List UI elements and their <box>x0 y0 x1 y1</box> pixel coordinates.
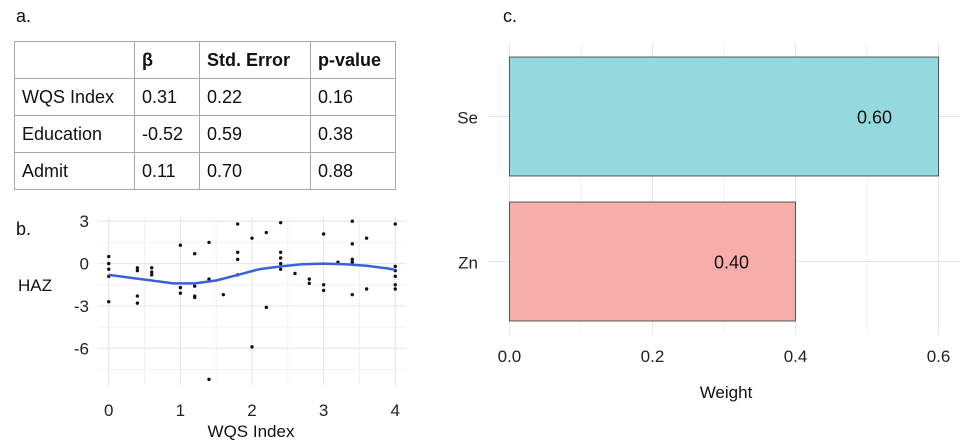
scatter-point <box>178 243 183 247</box>
scatter-point <box>235 250 240 254</box>
scatter-point <box>192 284 197 288</box>
table-cell: 0.31 <box>134 78 200 116</box>
bar-zn <box>508 201 797 322</box>
scatter-point <box>278 220 283 225</box>
bar-se <box>508 56 940 177</box>
scatter-point <box>278 250 283 254</box>
scatter-point <box>221 292 226 297</box>
scatter-point <box>207 240 211 245</box>
table-cell: -0.52 <box>134 115 200 153</box>
haz-smooth-line <box>108 262 396 285</box>
table-cell: 0.59 <box>199 115 311 153</box>
scatter-point <box>307 277 312 281</box>
scatter-point <box>135 294 140 298</box>
scatter-point <box>264 230 269 235</box>
scatter-point <box>135 266 140 270</box>
scatter-point <box>207 377 211 382</box>
table-cell: WQS Index <box>14 78 135 116</box>
x-tick-label: 3 <box>319 401 328 420</box>
x-tick-label: 0.4 <box>784 347 808 366</box>
haz-y-axis-label: HAZ <box>18 276 52 295</box>
bar-value-label: 0.40 <box>714 253 749 273</box>
scatter-point <box>393 264 397 269</box>
y-tick-label: -3 <box>74 297 89 316</box>
y-category-label: Zn <box>458 254 478 273</box>
table-row: Education -0.52 0.59 0.38 <box>14 115 396 153</box>
scatter-point <box>350 292 354 297</box>
scatter-point <box>278 261 283 266</box>
scatter-point <box>150 266 154 270</box>
scatter-point <box>107 261 111 266</box>
scatter-point <box>135 268 140 273</box>
scatter-point <box>350 257 354 262</box>
scatter-point <box>192 295 197 300</box>
table-cell: 0.38 <box>310 115 396 153</box>
scatter-point <box>264 305 269 310</box>
scatter-point <box>178 291 183 295</box>
x-tick-label: 0.2 <box>641 347 665 366</box>
scatter-point <box>321 232 326 236</box>
scatter-point <box>278 256 283 260</box>
scatter-point <box>235 222 240 226</box>
table-header-cell: p-value <box>310 41 396 79</box>
scatter-point <box>307 281 312 286</box>
scatter-point <box>107 254 111 259</box>
scatter-point <box>235 257 240 262</box>
table-cell: 0.88 <box>310 152 396 190</box>
haz-x-axis-label: WQS Index <box>208 422 295 441</box>
x-tick-label: 0.6 <box>927 347 951 366</box>
scatter-point <box>293 271 297 276</box>
scatter-point <box>278 267 283 271</box>
scatter-point <box>350 260 354 264</box>
y-tick-label: 3 <box>80 212 89 231</box>
haz-scatter-chart: 0 1 2 3 4 3 0 -3 -6 HAZ WQS Index <box>18 212 406 441</box>
scatter-point <box>150 270 154 274</box>
table-row: Admit 0.11 0.70 0.88 <box>14 152 396 190</box>
weight-x-axis-label: Weight <box>700 383 753 402</box>
scatter-point <box>393 222 397 226</box>
scatter-point <box>107 267 111 271</box>
scatter-point <box>250 345 254 349</box>
x-tick-label: 1 <box>176 401 185 420</box>
table-header-row: β Std. Error p-value <box>14 41 396 79</box>
table-cell: 0.11 <box>134 152 200 190</box>
scatter-point <box>393 287 397 291</box>
scatter-point <box>192 252 197 256</box>
panel-label-b: b. <box>16 219 32 239</box>
scatter-point <box>350 219 354 223</box>
x-tick-label: 2 <box>247 401 256 420</box>
y-tick-label: -6 <box>74 339 89 358</box>
x-tick-label: 0 <box>104 401 113 420</box>
panel-label-c: c. <box>503 6 518 26</box>
scatter-point <box>107 300 111 304</box>
regression-table: β Std. Error p-value WQS Index 0.31 0.22… <box>14 41 396 190</box>
y-tick-label: 0 <box>80 255 89 274</box>
scatter-point <box>207 277 211 281</box>
scatter-point <box>135 301 140 305</box>
scatter-point <box>393 283 397 287</box>
scatter-point <box>393 274 397 278</box>
x-tick-label: 4 <box>391 401 400 420</box>
scatter-point <box>321 288 326 293</box>
table-header-cell: Std. Error <box>199 41 311 79</box>
scatter-point <box>178 285 183 290</box>
scatter-point <box>350 242 354 246</box>
scatter-point <box>150 273 154 277</box>
bar-value-label: 0.60 <box>857 108 892 128</box>
scatter-point <box>364 287 369 291</box>
panel-label-a: a. <box>16 6 32 26</box>
scatter-point <box>364 236 369 240</box>
table-cell: 0.70 <box>199 152 311 190</box>
x-tick-label: 0.0 <box>498 347 522 366</box>
y-category-label: Se <box>457 109 478 128</box>
scatter-point <box>250 236 254 240</box>
scatter-point <box>321 283 326 287</box>
